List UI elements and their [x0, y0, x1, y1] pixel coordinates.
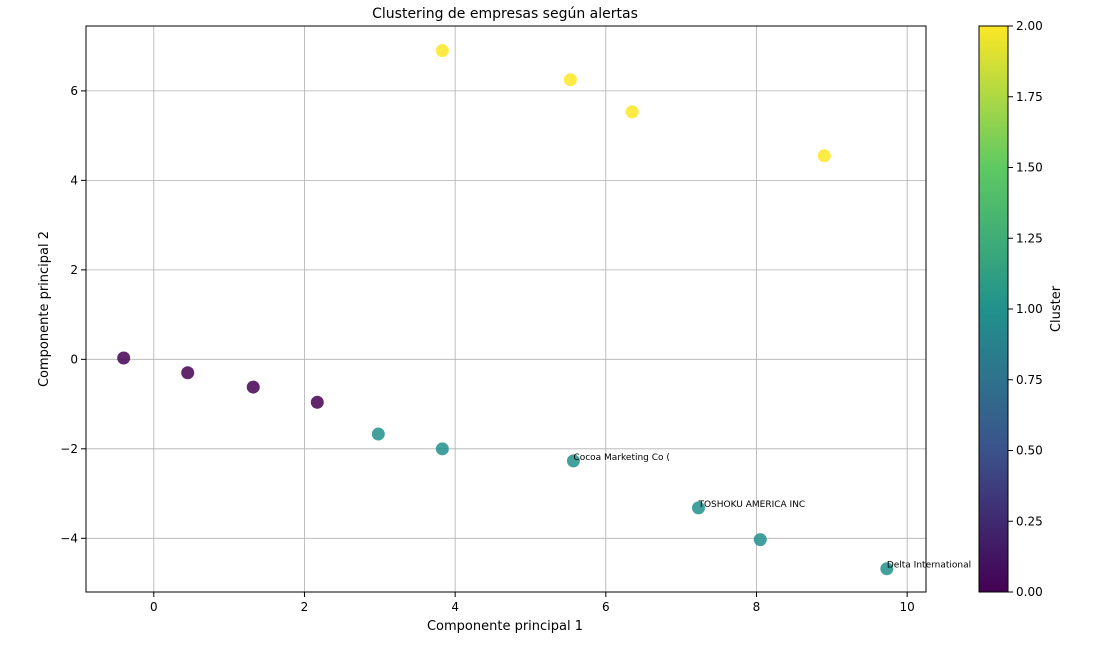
colorbar-gradient	[978, 25, 1009, 593]
colorbar-tick-label: 1.00	[1016, 302, 1043, 316]
plot-frame	[85, 25, 927, 593]
y-tick-label: 0	[70, 352, 78, 366]
x-tick-label: 8	[753, 600, 761, 614]
x-axis-label: Componente principal 1	[427, 619, 583, 634]
x-tick-label: 0	[150, 600, 158, 614]
x-tick-label: 6	[602, 600, 610, 614]
axis-ticks: 0 2 4 6 8 10 −4 −2 0 2 4 6	[60, 84, 915, 614]
colorbar-tick-label: 1.50	[1016, 161, 1043, 175]
point-label: TOSHOKU AMERICA INC	[697, 500, 805, 510]
data-point	[817, 149, 831, 163]
colorbar-tick-label: 0.25	[1016, 514, 1043, 528]
data-point	[563, 73, 577, 87]
point-label: Cocoa Marketing Co (	[573, 453, 670, 463]
data-point	[246, 380, 260, 394]
colorbar: 0.00 0.25 0.50 0.75 1.00 1.25 1.50 1.75 2.00 Clu…	[978, 19, 1064, 599]
point-label: Delta International	[887, 561, 971, 571]
data-points	[117, 44, 894, 576]
data-point	[435, 442, 449, 456]
colorbar-tick-label: 0.00	[1016, 585, 1043, 599]
colorbar-label: Cluster	[1049, 285, 1064, 332]
x-tick-label: 2	[301, 600, 309, 614]
colorbar-tick-label: 2.00	[1016, 19, 1043, 33]
data-point	[753, 533, 767, 547]
data-point	[310, 395, 324, 409]
data-point	[117, 351, 131, 365]
colorbar-tick-label: 0.75	[1016, 373, 1043, 387]
grid	[86, 26, 926, 592]
x-tick-label: 10	[900, 600, 915, 614]
y-tick-label: 2	[70, 263, 78, 277]
colorbar-tick-label: 1.25	[1016, 231, 1043, 245]
data-point	[625, 105, 639, 119]
point-annotations: Cocoa Marketing Co ( TOSHOKU AMERICA INC D…	[573, 453, 971, 571]
colorbar-ticks: 0.00 0.25 0.50 0.75 1.00 1.25 1.50 1.75 2.00	[1008, 19, 1043, 599]
data-point	[566, 454, 580, 468]
data-point	[181, 366, 195, 380]
y-tick-label: 6	[70, 84, 78, 98]
data-point	[691, 501, 705, 515]
y-tick-label: 4	[70, 173, 78, 187]
colorbar-tick-label: 1.75	[1016, 90, 1043, 104]
y-axis-label: Componente principal 2	[37, 231, 52, 387]
y-tick-label: −4	[60, 531, 78, 545]
x-tick-label: 4	[451, 600, 459, 614]
data-point	[880, 562, 894, 576]
colorbar-tick-label: 0.50	[1016, 444, 1043, 458]
chart-title: Clustering de empresas según alertas	[372, 6, 638, 22]
y-tick-label: −2	[60, 442, 78, 456]
data-point	[435, 44, 449, 58]
data-point	[371, 427, 385, 441]
